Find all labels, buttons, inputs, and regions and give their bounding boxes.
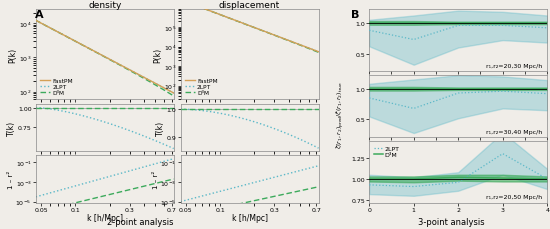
Legend: FastPM, 2LPT, D³M: FastPM, 2LPT, D³M [39,78,74,97]
X-axis label: k [h/Mpc]: k [h/Mpc] [232,213,267,222]
X-axis label: k [h/Mpc]: k [h/Mpc] [87,213,123,222]
Legend: 2LPT, D³M: 2LPT, D³M [372,144,401,159]
Text: $\hat{\zeta}(r_1,r_2)_\mathrm{pred}/\hat{\zeta}(r_1,r_2)_\mathrm{true}$: $\hat{\zeta}(r_1,r_2)_\mathrm{pred}/\hat… [334,81,346,148]
Y-axis label: 1 – r²: 1 – r² [153,170,159,188]
Title: density: density [88,0,122,10]
Title: displacement: displacement [219,0,280,10]
Legend: FastPM, 2LPT, D³M: FastPM, 2LPT, D³M [184,78,219,97]
Text: r₁,r₂=30,40 Mpc/h: r₁,r₂=30,40 Mpc/h [486,129,542,134]
Y-axis label: P(k): P(k) [153,48,162,63]
Text: r₁,r₂=20,30 Mpc/h: r₁,r₂=20,30 Mpc/h [486,63,542,68]
Text: 2-point analysis: 2-point analysis [107,217,173,226]
Y-axis label: 1 – r²: 1 – r² [8,170,14,188]
Text: A: A [35,10,43,20]
Text: B: B [351,10,359,20]
Y-axis label: T(k): T(k) [8,120,16,135]
Text: 3-point analysis: 3-point analysis [417,217,485,226]
Y-axis label: P(k): P(k) [9,48,18,63]
Y-axis label: T(k): T(k) [156,120,165,135]
Text: r₁,r₂=20,50 Mpc/h: r₁,r₂=20,50 Mpc/h [486,195,542,200]
